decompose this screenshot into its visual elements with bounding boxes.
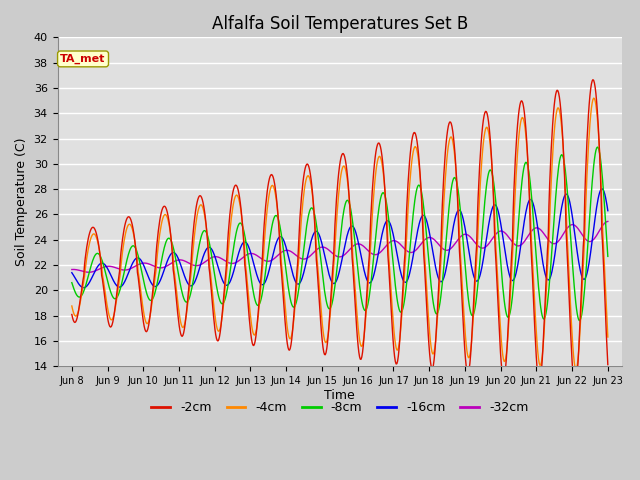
Legend: -2cm, -4cm, -8cm, -16cm, -32cm: -2cm, -4cm, -8cm, -16cm, -32cm xyxy=(147,396,533,420)
Y-axis label: Soil Temperature (C): Soil Temperature (C) xyxy=(15,138,28,266)
Title: Alfalfa Soil Temperatures Set B: Alfalfa Soil Temperatures Set B xyxy=(212,15,468,33)
X-axis label: Time: Time xyxy=(324,389,355,402)
Text: TA_met: TA_met xyxy=(60,54,106,64)
